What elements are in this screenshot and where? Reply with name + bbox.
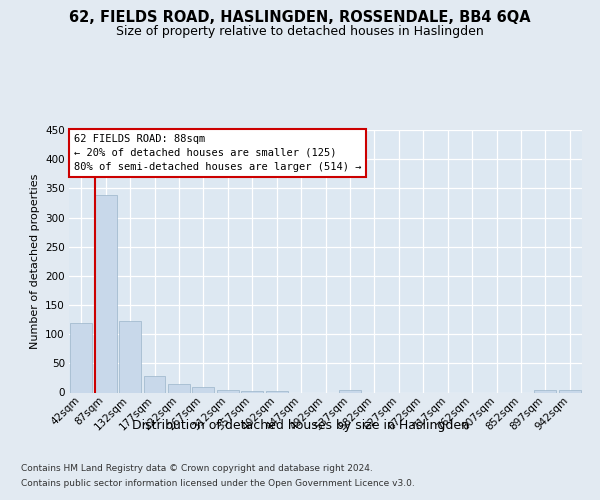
Bar: [70, 322, 92, 392]
Bar: [193, 387, 214, 392]
Bar: [339, 390, 361, 392]
Bar: [168, 384, 190, 392]
Bar: [143, 376, 166, 392]
Bar: [266, 391, 287, 392]
Text: Contains HM Land Registry data © Crown copyright and database right 2024.: Contains HM Land Registry data © Crown c…: [21, 464, 373, 473]
Text: Contains public sector information licensed under the Open Government Licence v3: Contains public sector information licen…: [21, 479, 415, 488]
Text: 62 FIELDS ROAD: 88sqm
← 20% of detached houses are smaller (125)
80% of semi-det: 62 FIELDS ROAD: 88sqm ← 20% of detached …: [74, 134, 362, 172]
Bar: [119, 322, 141, 392]
Bar: [217, 390, 239, 392]
Bar: [559, 390, 581, 392]
Y-axis label: Number of detached properties: Number of detached properties: [29, 174, 40, 349]
Bar: [535, 390, 556, 392]
Bar: [241, 391, 263, 392]
Bar: [95, 196, 116, 392]
Text: Size of property relative to detached houses in Haslingden: Size of property relative to detached ho…: [116, 25, 484, 38]
Text: Distribution of detached houses by size in Haslingden: Distribution of detached houses by size …: [131, 419, 469, 432]
Text: 62, FIELDS ROAD, HASLINGDEN, ROSSENDALE, BB4 6QA: 62, FIELDS ROAD, HASLINGDEN, ROSSENDALE,…: [69, 10, 531, 25]
